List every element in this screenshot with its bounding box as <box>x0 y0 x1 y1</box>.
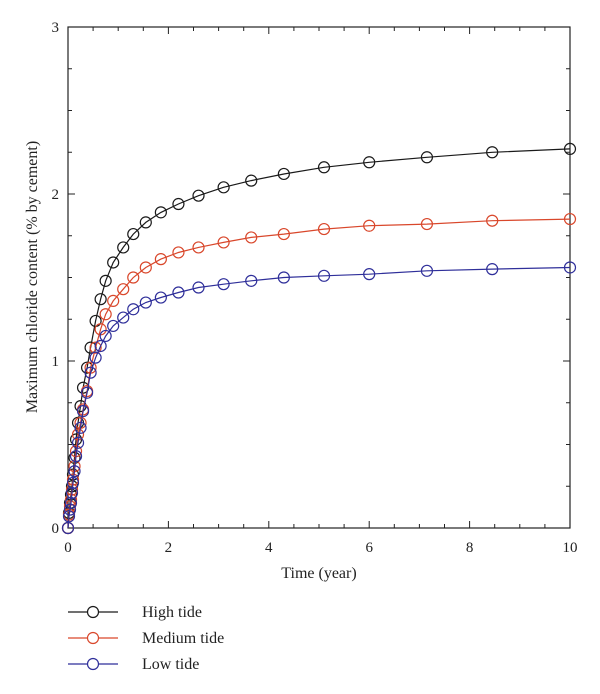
legend-item-high-tide: High tide <box>68 604 202 621</box>
data-point-low-tide <box>127 303 140 316</box>
data-point-low-tide <box>245 274 258 287</box>
x-tick-label: 6 <box>365 540 373 556</box>
data-point-medium-tide <box>563 212 577 226</box>
legend-marker <box>86 631 100 645</box>
data-point-high-tide <box>107 256 120 269</box>
data-point-medium-tide <box>89 341 102 354</box>
x-axis-ticks: 0 2 4 6 8 10 <box>64 27 578 556</box>
data-point-low-tide <box>68 465 81 478</box>
data-point-low-tide <box>64 496 78 510</box>
data-point-high-tide <box>154 206 167 219</box>
data-point-low-tide <box>76 405 90 418</box>
data-point-medium-tide <box>245 231 258 244</box>
data-point-high-tide <box>172 197 185 211</box>
data-point-medium-tide <box>420 217 434 231</box>
legend-item-low-tide: Low tide <box>68 656 199 673</box>
data-point-high-tide <box>217 181 230 194</box>
y-tick-label: 3 <box>52 20 60 36</box>
data-point-high-tide <box>139 216 152 229</box>
data-point-low-tide <box>66 476 80 490</box>
data-point-high-tide <box>69 433 83 446</box>
data-point-high-tide <box>563 142 577 156</box>
data-point-low-tide <box>363 268 376 281</box>
legend-marker <box>86 605 100 619</box>
data-point-low-tide <box>420 264 434 277</box>
data-point-low-tide <box>84 366 97 379</box>
x-tick-label: 10 <box>563 540 578 556</box>
data-point-medium-tide <box>277 227 290 241</box>
data-point-medium-tide <box>139 261 152 274</box>
legend-label: Medium tide <box>142 630 224 647</box>
data-point-low-tide <box>65 486 79 500</box>
legend-item-medium-tide: Medium tide <box>68 630 224 647</box>
legend-marker <box>86 657 100 671</box>
data-point-low-tide <box>317 269 331 282</box>
data-point-low-tide <box>94 339 107 353</box>
data-point-low-tide <box>107 319 120 333</box>
data-point-medium-tide <box>217 236 230 249</box>
series-line-high-tide <box>67 148 571 529</box>
series-medium-tide <box>61 212 577 535</box>
data-point-low-tide <box>154 291 167 304</box>
data-point-high-tide <box>363 156 376 169</box>
plot-area: 0 2 4 6 8 10 0 1 2 3 <box>52 20 578 556</box>
series-line-low-tide <box>67 266 571 529</box>
y-tick-label: 1 <box>52 354 60 370</box>
data-point-high-tide <box>486 146 499 159</box>
data-point-high-tide <box>127 227 140 241</box>
series-low-tide <box>61 261 577 535</box>
data-point-high-tide <box>245 174 258 187</box>
y-tick-label: 0 <box>52 521 60 537</box>
data-point-low-tide <box>139 296 152 309</box>
data-point-low-tide <box>117 311 130 324</box>
x-tick-label: 0 <box>64 540 72 556</box>
data-point-high-tide <box>99 274 112 287</box>
series-line-medium-tide <box>67 218 571 529</box>
data-point-medium-tide <box>192 241 205 254</box>
data-point-high-tide <box>317 161 331 174</box>
data-point-medium-tide <box>99 308 112 321</box>
data-point-low-tide <box>217 278 230 291</box>
data-point-low-tide <box>61 521 75 535</box>
data-point-low-tide <box>69 450 83 463</box>
data-point-medium-tide <box>107 294 120 307</box>
data-point-high-tide <box>192 189 205 202</box>
data-point-medium-tide <box>317 222 331 236</box>
data-point-high-tide <box>277 167 290 181</box>
data-point-low-tide <box>99 329 112 343</box>
legend-label: Low tide <box>142 656 199 673</box>
x-axis-title: Time (year) <box>281 565 356 582</box>
data-point-high-tide <box>420 151 434 164</box>
data-point-medium-tide <box>127 271 140 284</box>
x-tick-label: 4 <box>265 540 273 556</box>
data-point-medium-tide <box>172 246 185 259</box>
data-point-low-tide <box>62 510 76 523</box>
series-layer <box>61 142 577 535</box>
y-tick-label: 2 <box>52 187 60 203</box>
data-point-medium-tide <box>486 214 499 227</box>
data-point-low-tide <box>563 261 577 274</box>
data-point-high-tide <box>94 293 107 306</box>
data-point-low-tide <box>277 271 290 284</box>
series-high-tide <box>61 142 577 535</box>
x-tick-label: 2 <box>165 540 173 556</box>
y-axis-title: Maximum chloride content (% by cement) <box>24 141 41 413</box>
data-point-low-tide <box>192 281 205 294</box>
data-point-medium-tide <box>117 283 130 296</box>
data-point-low-tide <box>71 436 85 449</box>
data-point-low-tide <box>172 286 185 299</box>
data-point-low-tide <box>74 421 87 434</box>
y-axis-ticks: 0 1 2 3 <box>52 20 570 537</box>
data-point-high-tide <box>117 241 130 254</box>
x-tick-label: 8 <box>466 540 474 556</box>
data-point-medium-tide <box>363 219 376 232</box>
legend: High tide Medium tide Low tide <box>68 604 224 673</box>
data-point-medium-tide <box>154 253 167 266</box>
data-point-low-tide <box>486 263 499 276</box>
legend-label: High tide <box>142 604 202 621</box>
data-point-low-tide <box>80 386 94 399</box>
data-point-low-tide <box>63 503 77 516</box>
data-point-low-tide <box>89 351 102 364</box>
